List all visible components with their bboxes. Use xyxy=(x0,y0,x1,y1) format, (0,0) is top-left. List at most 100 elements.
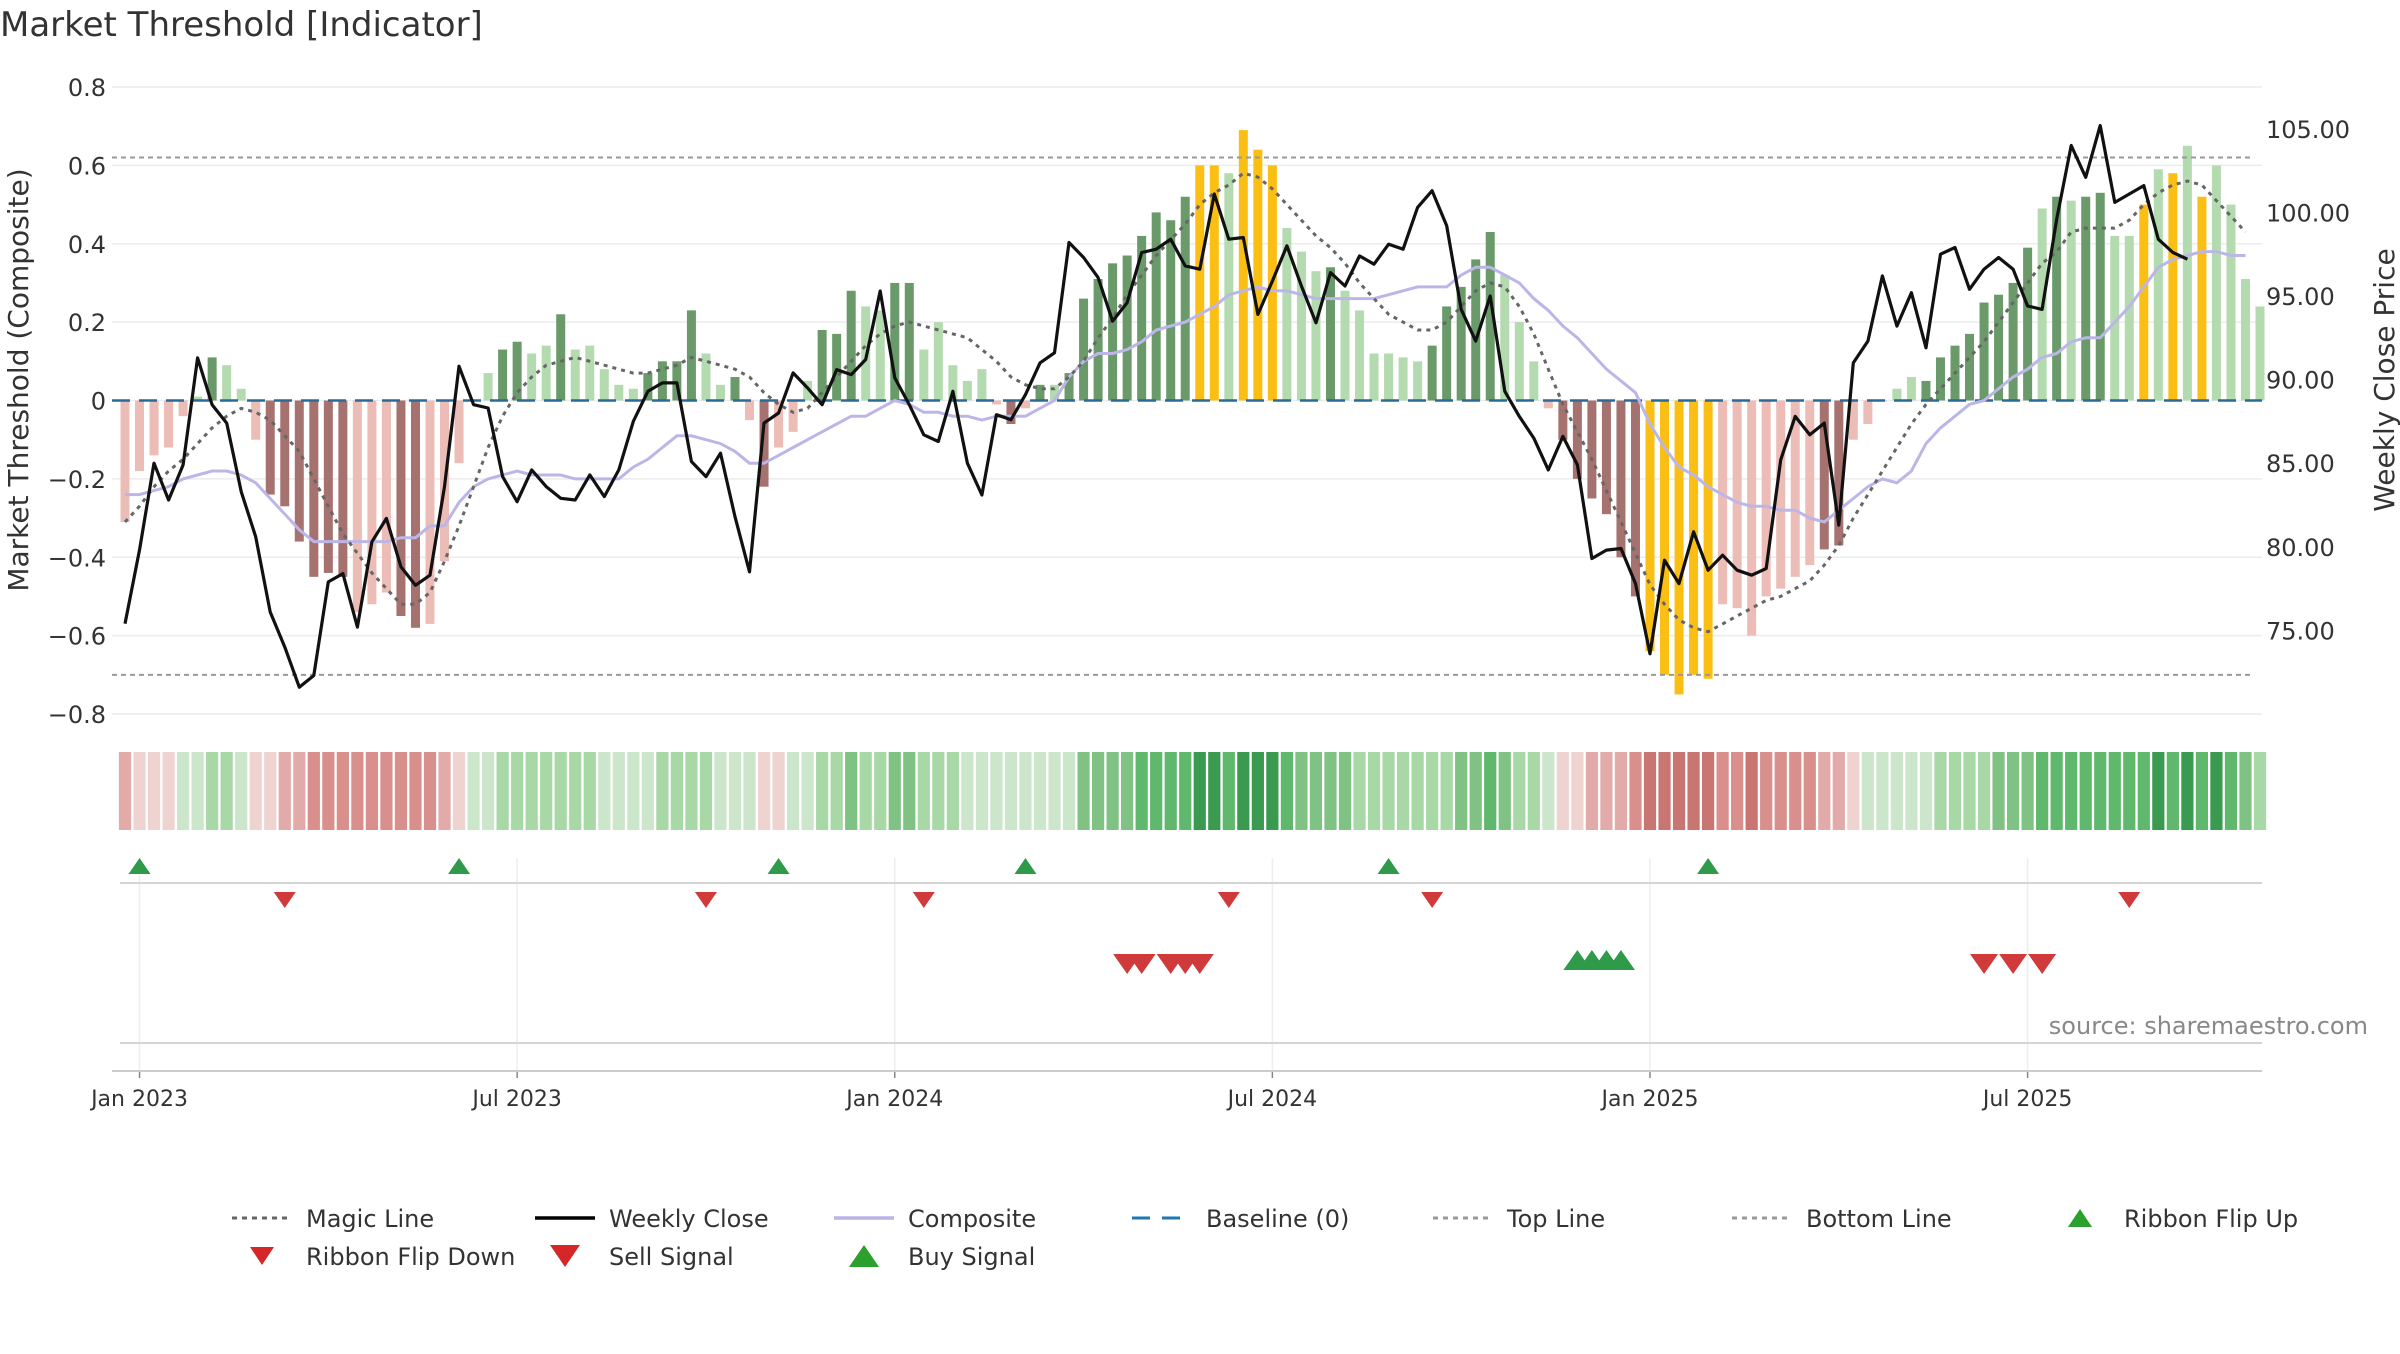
ribbon-cell xyxy=(1382,752,1395,830)
ribbon-cell xyxy=(307,752,320,830)
composite-bar xyxy=(1253,149,1263,401)
composite-bar xyxy=(1122,255,1132,401)
ribbon-cell xyxy=(2166,752,2179,830)
composite-bar xyxy=(1732,400,1742,609)
composite-bar xyxy=(977,369,987,401)
sell-signal-marker xyxy=(2028,954,2057,974)
composite-bar xyxy=(1137,235,1147,401)
weekly-close-line xyxy=(123,123,2189,689)
composite-bar xyxy=(309,400,319,577)
ribbon-cell xyxy=(1803,752,1816,830)
composite-bar xyxy=(498,349,508,401)
composite-bar xyxy=(2168,173,2178,401)
ribbon-cell xyxy=(1440,752,1453,830)
composite-bar xyxy=(2095,192,2105,401)
legend-label: Top Line xyxy=(1506,1205,1605,1233)
ribbon-cell xyxy=(772,752,785,830)
ribbon-cell xyxy=(1977,752,1991,830)
ribbon-cell xyxy=(1919,752,1933,830)
composite-bar xyxy=(2139,204,2149,401)
ribbon-cell xyxy=(1861,752,1874,830)
ribbon-cell xyxy=(1222,752,1235,830)
ribbon-cell xyxy=(2224,752,2238,830)
ribbon-cell xyxy=(249,752,262,830)
ribbon-cell xyxy=(525,752,538,830)
composite-bar xyxy=(556,314,566,401)
ribbon-cell xyxy=(1179,752,1192,830)
composite-bar xyxy=(1151,212,1161,401)
composite-bar xyxy=(730,376,740,401)
ribbon-cell xyxy=(162,752,175,830)
ribbon-cell xyxy=(917,752,930,830)
ribbon-cell xyxy=(670,752,684,830)
buy-signal-marker xyxy=(1606,950,1635,970)
ribbon-cell xyxy=(2210,752,2223,830)
composite-bar xyxy=(1035,384,1045,401)
ribbon-cell xyxy=(946,752,959,830)
sell-signal-marker xyxy=(1127,954,1156,974)
composite-bar xyxy=(962,380,972,401)
composite-bar xyxy=(425,400,435,624)
composite-bar xyxy=(265,400,275,495)
ribbon-cell xyxy=(496,752,509,830)
composite-bar xyxy=(2211,165,2221,401)
ribbon-cell xyxy=(2079,752,2092,830)
composite-bar xyxy=(1834,400,1844,546)
composite-bar xyxy=(1747,400,1757,636)
composite-bar xyxy=(774,400,784,448)
ribbon-cell xyxy=(990,752,1003,830)
ribbon-cell xyxy=(2181,752,2194,830)
y2-tick-label: 85.00 xyxy=(2266,450,2335,478)
composite-bar xyxy=(1863,400,1873,425)
ribbon-cell xyxy=(1411,752,1424,830)
ribbon-cell xyxy=(2123,752,2136,830)
ribbon-cell xyxy=(409,752,422,830)
composite-bar xyxy=(1572,400,1582,479)
ribbon-cell xyxy=(278,752,291,830)
composite-bar xyxy=(410,400,420,628)
ribbon-cell xyxy=(2065,752,2078,830)
composite-bar xyxy=(1050,384,1060,401)
composite-bar xyxy=(1892,388,1902,401)
composite-bar xyxy=(1805,400,1815,566)
composite-bar xyxy=(1674,400,1684,695)
composite-bar xyxy=(1325,267,1335,401)
legend-swatch xyxy=(250,1247,274,1265)
composite-bar xyxy=(1020,400,1030,409)
ribbon-cell xyxy=(1309,752,1323,830)
ribbon-cell xyxy=(1455,752,1468,830)
ribbon-flip-up-marker xyxy=(767,858,790,874)
legend-item: Weekly Close xyxy=(535,1205,769,1233)
ribbon-cell xyxy=(1876,752,1889,830)
composite-bar xyxy=(2110,235,2120,401)
ribbon-cell xyxy=(1760,752,1773,830)
ribbon-cell xyxy=(380,752,393,830)
ribbon-cell xyxy=(2195,752,2209,830)
composite-bar xyxy=(352,400,362,613)
legend-item: Composite xyxy=(834,1205,1036,1233)
y-tick-label: −0.8 xyxy=(48,701,106,729)
ribbon-cell xyxy=(118,752,132,830)
composite-bar xyxy=(1848,400,1858,440)
ribbon-cell xyxy=(1629,752,1642,830)
legend-item: Magic Line xyxy=(232,1205,434,1233)
ribbon-cell xyxy=(1890,752,1904,830)
legend-item: Buy Signal xyxy=(849,1243,1035,1271)
composite-bar xyxy=(599,369,609,401)
composite-bar xyxy=(1558,400,1568,440)
composite-bar xyxy=(280,400,290,507)
composite-bar xyxy=(803,380,813,401)
composite-bar xyxy=(745,400,755,421)
ribbon-cell xyxy=(699,752,713,830)
composite-bar xyxy=(1935,357,1945,401)
composite-bar xyxy=(1965,333,1975,401)
ribbon-cell xyxy=(888,752,901,830)
ribbon-cell xyxy=(1789,752,1802,830)
series-lines xyxy=(112,123,2262,689)
ribbon-cell xyxy=(2253,752,2267,830)
composite-bar xyxy=(294,400,304,542)
composite-bar xyxy=(1413,361,1423,401)
ribbon-cell xyxy=(1832,752,1845,830)
ribbon-cell xyxy=(351,752,364,830)
ribbon-cell xyxy=(1948,752,1962,830)
